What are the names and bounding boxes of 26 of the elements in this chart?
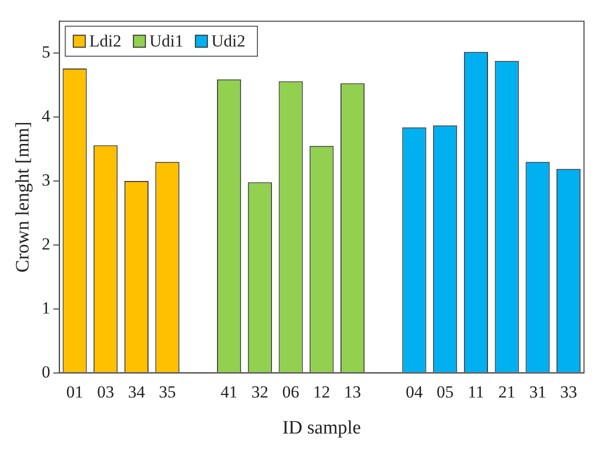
x-tick-label: 35: [158, 382, 176, 402]
x-tick-label: 05: [436, 382, 454, 402]
x-tick-label: 06: [282, 382, 300, 402]
x-tick-label: 34: [128, 382, 146, 402]
x-axis-title: ID sample: [282, 418, 361, 439]
x-tick-label: 12: [313, 382, 330, 402]
x-tick-label: 01: [66, 382, 84, 402]
y-tick-label: 0: [42, 362, 50, 382]
x-tick-label: 04: [406, 382, 424, 402]
x-tick-label: 41: [220, 382, 238, 402]
x-tick-label: 03: [97, 382, 114, 402]
y-tick-label: 4: [42, 106, 51, 126]
y-tick-label: 3: [42, 170, 50, 190]
y-tick-label: 5: [42, 42, 50, 62]
y-axis-title: Crown lenght [mm]: [12, 122, 34, 272]
x-tick-label: 13: [344, 382, 362, 402]
legend-label: Ldi2: [89, 32, 122, 51]
legend-label: Udi2: [211, 32, 246, 51]
x-tick-label: 31: [529, 382, 546, 402]
y-tick-label: 2: [42, 234, 50, 254]
legend-label: Udi1: [149, 32, 184, 51]
x-tick-label: 33: [560, 382, 578, 402]
x-tick-label: 11: [468, 382, 484, 402]
x-tick-label: 21: [498, 382, 516, 402]
x-tick-label: 32: [251, 382, 268, 402]
y-tick-label: 1: [42, 298, 50, 318]
